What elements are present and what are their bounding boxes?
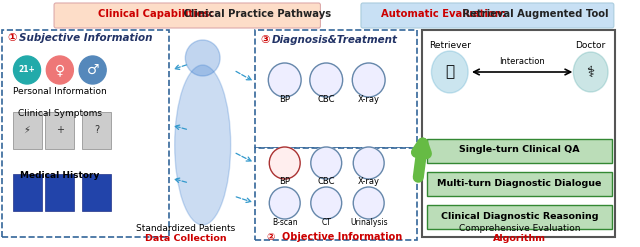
Text: BP: BP	[279, 178, 290, 186]
Text: ♂: ♂	[86, 63, 99, 77]
Text: Clinical Practice Pathways: Clinical Practice Pathways	[180, 9, 332, 20]
Text: Retriever: Retriever	[429, 41, 470, 50]
Text: Doctor: Doctor	[575, 41, 606, 50]
Text: ②  Objective Information: ② Objective Information	[268, 232, 403, 242]
Circle shape	[352, 63, 385, 97]
Circle shape	[186, 40, 220, 76]
Circle shape	[13, 56, 40, 84]
FancyBboxPatch shape	[255, 148, 417, 240]
Text: Subjective Information: Subjective Information	[19, 33, 153, 43]
Text: Clinical Diagnostic Reasoning: Clinical Diagnostic Reasoning	[440, 211, 598, 221]
Text: Comprehensive Evaluation: Comprehensive Evaluation	[458, 224, 580, 232]
Text: 🔍: 🔍	[445, 64, 454, 80]
FancyBboxPatch shape	[82, 112, 111, 149]
Text: Personal Information: Personal Information	[13, 86, 107, 96]
FancyBboxPatch shape	[45, 174, 74, 211]
FancyBboxPatch shape	[361, 3, 614, 28]
Text: CBC: CBC	[317, 96, 335, 104]
Text: X-ray: X-ray	[358, 96, 380, 104]
Text: Multi-turn Diagnostic Dialogue: Multi-turn Diagnostic Dialogue	[437, 179, 602, 187]
FancyBboxPatch shape	[427, 139, 612, 163]
Text: Automatic Evaluation:: Automatic Evaluation:	[381, 9, 506, 20]
Circle shape	[269, 147, 300, 179]
Text: Algorithm: Algorithm	[493, 233, 546, 243]
Text: X-ray: X-ray	[358, 178, 380, 186]
Text: Diagnosis&Treatment: Diagnosis&Treatment	[272, 35, 398, 45]
Text: ⚡: ⚡	[24, 125, 31, 135]
FancyBboxPatch shape	[82, 174, 111, 211]
FancyBboxPatch shape	[2, 30, 169, 237]
FancyBboxPatch shape	[45, 112, 74, 149]
Text: ⚕: ⚕	[587, 64, 595, 80]
Text: ?: ?	[94, 125, 99, 135]
Text: Urinalysis: Urinalysis	[350, 218, 387, 226]
Text: CBC: CBC	[317, 178, 335, 186]
FancyBboxPatch shape	[13, 174, 42, 211]
Text: Clinical Symptoms: Clinical Symptoms	[18, 109, 102, 119]
Text: Single-turn Clinical QA: Single-turn Clinical QA	[459, 145, 580, 155]
Text: Standardized Patients: Standardized Patients	[136, 224, 235, 232]
Ellipse shape	[175, 65, 230, 225]
Text: Data Collection: Data Collection	[145, 233, 226, 243]
Circle shape	[311, 187, 342, 219]
Text: B-scan: B-scan	[272, 218, 298, 226]
Text: Interaction: Interaction	[499, 58, 545, 66]
Text: Retrieval Augmented Tool: Retrieval Augmented Tool	[460, 9, 609, 20]
Ellipse shape	[573, 52, 608, 92]
Text: BP: BP	[279, 96, 290, 104]
Circle shape	[268, 63, 301, 97]
FancyBboxPatch shape	[427, 172, 612, 196]
Circle shape	[79, 56, 106, 84]
Circle shape	[353, 187, 384, 219]
Circle shape	[46, 56, 74, 84]
Circle shape	[310, 63, 342, 97]
Circle shape	[353, 147, 384, 179]
Text: ♀: ♀	[55, 63, 65, 77]
FancyBboxPatch shape	[54, 3, 321, 28]
FancyBboxPatch shape	[255, 30, 417, 148]
Text: CT: CT	[321, 218, 331, 226]
FancyBboxPatch shape	[422, 30, 615, 237]
Text: ①: ①	[8, 33, 17, 43]
Text: Medical History: Medical History	[20, 171, 100, 181]
Circle shape	[311, 147, 342, 179]
Text: Clinical Capabilities:: Clinical Capabilities:	[99, 9, 214, 20]
Ellipse shape	[431, 51, 468, 93]
Circle shape	[269, 187, 300, 219]
Text: 21+: 21+	[19, 65, 35, 75]
FancyBboxPatch shape	[427, 205, 612, 229]
Text: +: +	[56, 125, 64, 135]
FancyBboxPatch shape	[13, 112, 42, 149]
Text: ③: ③	[260, 35, 270, 45]
